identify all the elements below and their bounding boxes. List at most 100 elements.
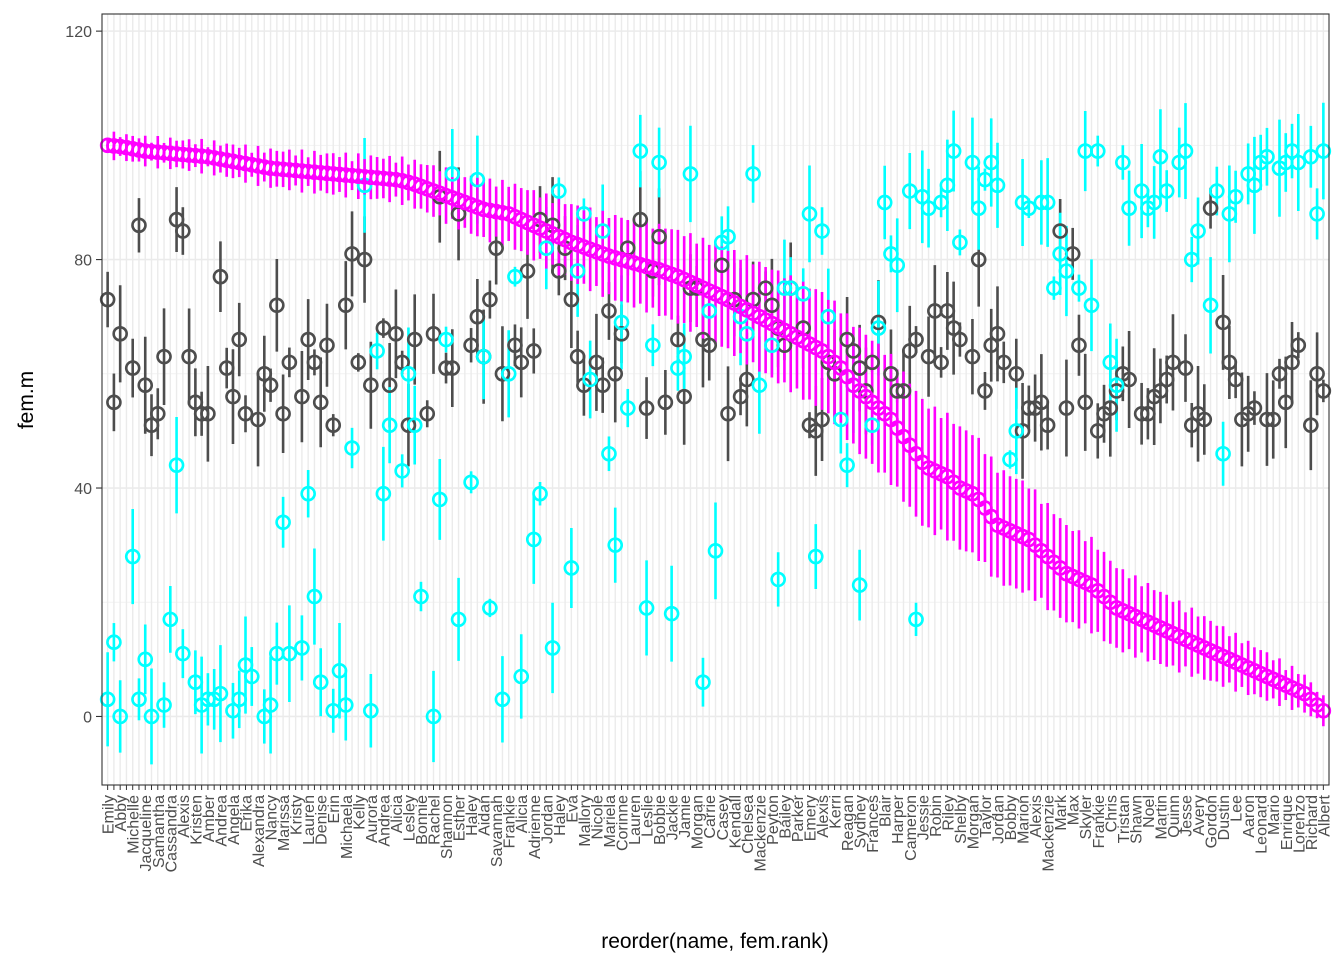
x-tick-label: Andrea: [376, 795, 393, 847]
data-point: [676, 348, 692, 365]
data-point: [889, 383, 906, 399]
x-tick-label: Lauren: [627, 795, 644, 845]
data-point: [99, 291, 116, 308]
data-point: [482, 291, 498, 308]
x-tick-label: Noel: [1141, 795, 1158, 828]
data-point: [319, 337, 335, 354]
data-point: [851, 577, 868, 593]
data-point: [507, 337, 523, 354]
data-point: [569, 348, 586, 365]
data-point: [1171, 154, 1188, 171]
data-point: [970, 200, 987, 216]
data-point: [801, 206, 818, 222]
data-point: [594, 223, 611, 239]
data-point: [594, 377, 611, 394]
data-point: [394, 463, 410, 479]
data-point: [306, 354, 323, 371]
data-point: [1202, 297, 1219, 314]
data-point: [576, 206, 592, 222]
data-point: [1284, 143, 1300, 159]
data-point: [500, 365, 517, 382]
data-point: [764, 297, 780, 314]
x-tick-label: Michelle: [126, 795, 143, 854]
data-point: [1046, 280, 1062, 296]
data-point: [582, 371, 598, 388]
y-tick-label: 0: [83, 709, 92, 726]
data-point: [1146, 194, 1162, 211]
data-point: [1002, 451, 1018, 468]
data-point: [1227, 188, 1244, 205]
data-point: [237, 405, 254, 422]
data-point: [212, 268, 229, 285]
data-point: [670, 360, 686, 376]
data-point: [739, 371, 755, 388]
data-point: [1021, 400, 1037, 416]
x-tick-label: Albert: [1316, 794, 1333, 836]
x-tick-label: Jessie: [915, 795, 932, 840]
data-point: [764, 337, 780, 354]
data-point: [701, 303, 718, 319]
data-point: [237, 657, 254, 673]
data-point: [939, 177, 956, 194]
data-point: [1190, 223, 1206, 239]
data-point: [964, 348, 981, 365]
data-point: [137, 651, 154, 668]
data-point: [588, 354, 605, 371]
data-point: [839, 331, 855, 348]
data-point: [995, 354, 1012, 371]
data-point: [262, 697, 279, 713]
x-tick-label: Mario: [1266, 795, 1283, 835]
data-point: [250, 411, 266, 428]
data-point: [294, 388, 310, 405]
data-point: [1165, 354, 1181, 371]
x-tick-label: Amber: [201, 794, 218, 842]
x-tick-label: Enrique: [1279, 795, 1296, 850]
data-point: [513, 668, 530, 685]
data-point: [1303, 148, 1319, 165]
data-point: [1221, 354, 1238, 371]
data-point: [1315, 383, 1332, 399]
x-tick-label: Samantha: [151, 795, 168, 868]
data-point: [1246, 177, 1263, 194]
data-point: [331, 662, 348, 679]
data-point: [776, 280, 793, 296]
x-tick-label: Parker: [790, 794, 807, 842]
data-point: [143, 417, 160, 434]
data-point: [670, 331, 686, 348]
x-tick-label: Jamie: [677, 795, 694, 838]
data-point: [1039, 194, 1056, 211]
x-tick-label: Cassandra: [163, 795, 180, 872]
data-point: [137, 377, 154, 394]
data-point: [945, 320, 962, 336]
data-point: [312, 674, 329, 691]
x-tick-label: Tristan: [1116, 795, 1133, 843]
data-point: [1021, 200, 1037, 216]
data-point: [275, 514, 291, 531]
data-point: [607, 537, 624, 553]
x-tick-label: Jordan: [990, 795, 1007, 844]
data-point: [256, 365, 273, 382]
data-point: [883, 246, 899, 262]
data-point: [1008, 423, 1025, 439]
data-point: [1271, 365, 1288, 382]
data-point: [657, 394, 674, 411]
data-point: [438, 331, 454, 348]
data-point: [1133, 183, 1150, 199]
x-tick-label: Riley: [940, 795, 957, 831]
data-point: [193, 405, 210, 422]
x-tick-label: Morgan: [965, 795, 982, 849]
x-tick-label: Quinn: [1166, 795, 1183, 838]
data-point: [663, 605, 680, 622]
data-point: [563, 291, 580, 308]
data-point: [751, 377, 768, 394]
data-point: [914, 188, 931, 205]
x-tick-label: Adrienne: [527, 795, 544, 859]
data-point: [820, 308, 837, 325]
data-point: [739, 326, 755, 342]
data-point: [168, 211, 185, 228]
data-point: [1152, 383, 1169, 399]
data-point: [306, 588, 323, 605]
x-tick-label: Marion: [1016, 795, 1033, 844]
x-tick-label: Kristy: [289, 795, 306, 835]
